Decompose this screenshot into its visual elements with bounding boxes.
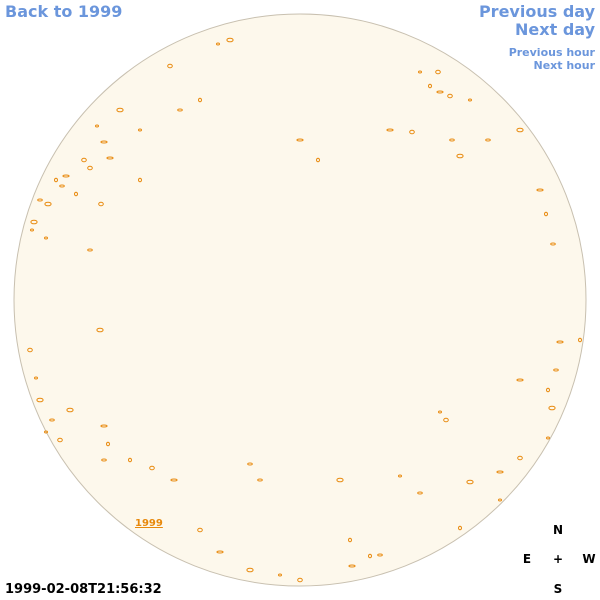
contour-feature <box>348 537 352 543</box>
back-to-year-link[interactable]: Back to 1999 <box>5 2 123 21</box>
contour-feature <box>149 465 155 471</box>
contour-feature <box>428 83 432 89</box>
contour-feature <box>246 567 254 573</box>
previous-hour-link[interactable]: Previous hour <box>508 46 595 59</box>
contour-feature <box>296 138 304 142</box>
contour-feature <box>517 455 523 461</box>
contour-feature <box>36 397 44 403</box>
contour-feature <box>536 188 544 192</box>
year-link[interactable]: 1999 <box>135 518 163 529</box>
contour-feature <box>62 174 70 178</box>
contour-feature <box>59 184 65 188</box>
contour-feature <box>336 477 344 483</box>
contour-feature <box>198 97 202 103</box>
contour-feature <box>226 37 234 43</box>
contour-feature <box>30 219 38 225</box>
contour-feature <box>257 478 263 482</box>
contour-feature <box>177 108 183 112</box>
contour-feature <box>550 242 556 246</box>
contour-feature <box>95 124 99 128</box>
contour-feature <box>54 177 58 183</box>
contour-feature <box>447 93 453 99</box>
contour-feature <box>435 69 441 75</box>
contour-feature <box>37 198 43 202</box>
solar-disk <box>13 13 587 587</box>
magnetic-contours <box>27 37 582 583</box>
contour-feature <box>544 211 548 217</box>
next-hour-link[interactable]: Next hour <box>533 59 596 72</box>
contour-feature <box>578 337 582 343</box>
contour-feature <box>348 564 356 568</box>
contour-feature <box>87 165 93 171</box>
contour-feature <box>57 437 63 443</box>
contour-feature <box>498 498 502 502</box>
contour-feature <box>44 201 52 207</box>
contour-feature <box>438 410 442 414</box>
contour-feature <box>466 479 474 485</box>
contour-feature <box>278 573 282 577</box>
observation-timestamp: 1999-02-08T21:56:32 <box>5 582 162 597</box>
contour-feature <box>100 424 108 428</box>
contour-feature <box>197 527 203 533</box>
contour-feature <box>546 436 550 440</box>
contour-feature <box>449 138 455 142</box>
contour-feature <box>27 347 33 353</box>
previous-day-link[interactable]: Previous day <box>478 2 595 21</box>
contour-feature <box>106 156 114 160</box>
compass-center-marker: + <box>552 552 564 566</box>
contour-feature <box>468 98 472 102</box>
contour-feature <box>456 153 464 159</box>
contour-feature <box>556 340 564 344</box>
contour-feature <box>368 553 372 559</box>
contour-feature <box>44 236 48 240</box>
contour-feature <box>485 138 491 142</box>
contour-feature <box>458 525 462 531</box>
contour-feature <box>98 201 104 207</box>
contour-feature <box>386 128 394 132</box>
compass-south-label: S <box>553 582 563 596</box>
contour-feature <box>377 553 383 557</box>
contour-feature <box>34 376 38 380</box>
compass-north-label: N <box>552 523 564 537</box>
contour-feature <box>417 491 423 495</box>
contour-feature <box>138 128 142 132</box>
contour-feature <box>548 405 556 411</box>
contour-feature <box>49 418 55 422</box>
contour-feature <box>116 107 124 113</box>
contour-feature <box>30 228 34 232</box>
contour-feature <box>167 63 173 69</box>
contour-feature <box>436 90 444 94</box>
contour-feature <box>443 417 449 423</box>
contour-feature <box>66 407 74 413</box>
contour-feature <box>316 157 320 163</box>
contour-feature <box>516 127 524 133</box>
compass-west-label: W <box>582 552 596 566</box>
contour-feature <box>546 387 550 393</box>
contour-feature <box>44 430 48 434</box>
contour-feature <box>96 327 104 333</box>
contour-feature <box>81 157 87 163</box>
next-day-link[interactable]: Next day <box>515 20 595 39</box>
contour-feature <box>87 248 93 252</box>
contour-feature <box>101 458 107 462</box>
compass-east-label: E <box>522 552 532 566</box>
contour-feature <box>553 368 559 372</box>
contour-feature <box>297 577 303 583</box>
contour-feature <box>100 140 108 144</box>
contour-feature <box>128 457 132 463</box>
contour-feature <box>496 470 504 474</box>
contour-feature <box>138 177 142 183</box>
contour-feature <box>216 550 224 554</box>
contour-feature <box>418 70 422 74</box>
contour-feature <box>516 378 524 382</box>
contour-feature <box>74 191 78 197</box>
contour-feature <box>409 129 415 135</box>
contour-feature <box>170 478 178 482</box>
contour-feature <box>106 441 110 447</box>
contour-feature <box>247 462 253 466</box>
contour-feature <box>398 474 402 478</box>
contour-feature <box>216 42 220 46</box>
